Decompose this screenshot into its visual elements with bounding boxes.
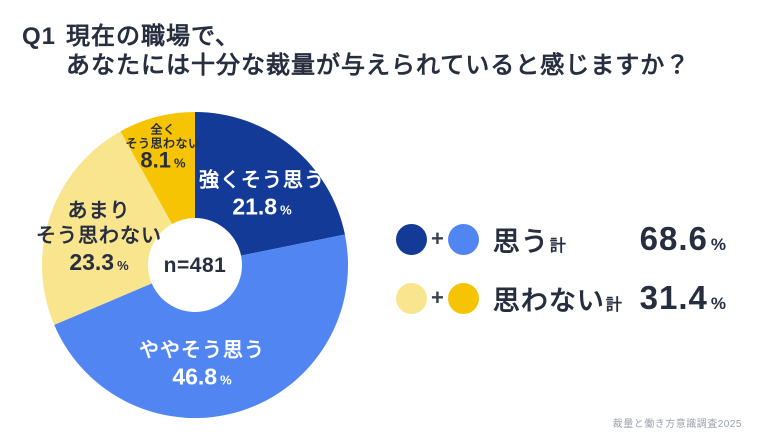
donut-slice-0 <box>195 112 345 256</box>
slice-percent: 23.3% <box>69 249 129 275</box>
strongly-agree-swatch-icon <box>396 223 427 255</box>
plus-icon: + <box>431 226 444 251</box>
sample-size-label: n=481 <box>163 254 227 277</box>
donut-chart-area <box>41 112 349 419</box>
slice-name: あまり <box>67 200 131 222</box>
legend-row-disagree-total: + 思わない計 31.4% <box>396 279 726 316</box>
slice-name: ややそう思う <box>139 339 265 362</box>
survey-source-label: 裁量と働き方意識調査2025 <box>612 419 742 430</box>
somewhat-agree-swatch-icon <box>447 223 479 255</box>
legend-label-disagree: 思わない計 <box>492 285 623 316</box>
slice-label-somewhat-agree: ややそう思う 46.8% <box>139 339 265 394</box>
slice-percent: 46.8% <box>172 363 232 390</box>
legend-value-disagree: 31.4% <box>639 279 726 316</box>
donut-chart <box>41 112 349 419</box>
question-line-1: 現在の職場で、 <box>66 23 241 50</box>
slice-name: そう思わない <box>125 136 201 151</box>
question-line-2: あなたには十分な裁量が与えられていると感じますか？ <box>66 52 691 79</box>
plus-icon: + <box>431 285 444 310</box>
slice-name: 強くそう思う <box>199 169 325 192</box>
slice-label-strongly-disagree: 全く そう思わない 8.1% <box>125 123 200 174</box>
somewhat-disagree-swatch-icon <box>396 282 427 314</box>
page-title: Q1 現在の職場で、 あなたには十分な裁量が与えられていると感じますか？ <box>22 22 690 80</box>
legend-row-agree-total: + 思う計 68.6% <box>396 220 726 257</box>
legend-value-agree: 68.6% <box>639 220 726 257</box>
slice-percent: 21.8% <box>232 193 292 220</box>
donut-slice-3 <box>120 112 195 224</box>
question-text: 現在の職場で、 あなたには十分な裁量が与えられていると感じますか？ <box>66 22 690 80</box>
donut-slice-1 <box>54 234 349 419</box>
slice-label-strongly-agree: 強くそう思う 21.8% <box>199 169 325 224</box>
strongly-disagree-swatch-icon <box>447 282 479 314</box>
legend-label-agree: 思う計 <box>492 226 567 257</box>
donut-slice-2 <box>41 131 173 325</box>
slice-label-somewhat-disagree: あまり そう思わない 23.3% <box>36 199 162 279</box>
question-number: Q1 <box>22 23 57 50</box>
slice-percent: 8.1% <box>140 147 186 173</box>
slice-name: そう思わない <box>36 225 162 247</box>
slice-name: 全く <box>150 122 176 137</box>
